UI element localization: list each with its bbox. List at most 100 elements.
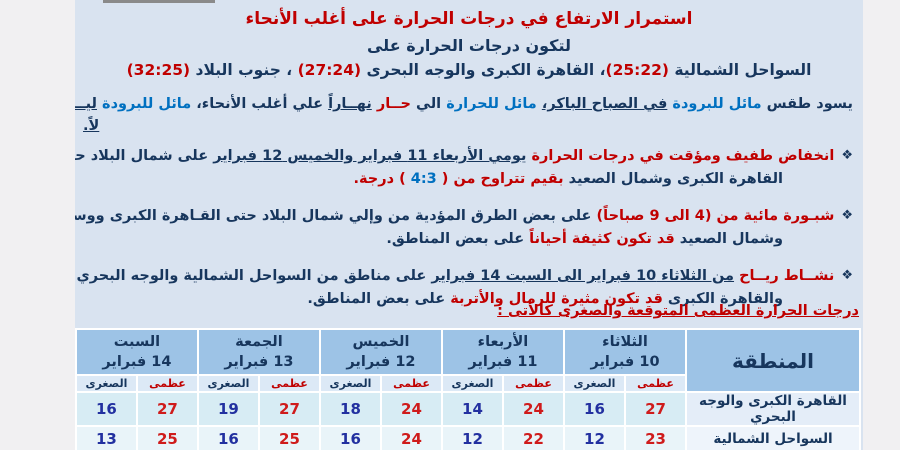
day-name: السبت <box>113 334 161 350</box>
bullet-diamond-icon: ❖ <box>841 208 853 223</box>
max-subheader: عظمى <box>379 374 443 393</box>
min-temp-cell: 16 <box>318 425 382 450</box>
day-header: الأربعاء 11 فبراير <box>440 328 565 376</box>
text-segment: السواحل الشمالية <box>669 61 812 79</box>
max-temp-cell: 22 <box>501 425 565 450</box>
text-segment: مائل للحرارة <box>441 96 537 112</box>
text-segment: على بعض الطرق المؤدية من وإلي شمال البلا… <box>75 208 592 224</box>
text-line: ❖ شبـورة مائية من (4 الى 9 صباحاً) على بع… <box>75 205 853 228</box>
region-name-cell: القاهرة الكبرى والوجه البحري <box>685 391 861 427</box>
text-segment: قد تكون مثيرة للرمال والأتربة <box>445 291 663 307</box>
text-segment: القاهرة الكبرى وشمال الصعيد <box>563 171 783 187</box>
text-segment: انخفاض طفيف ومؤقت في درجات الحرارة <box>526 148 835 164</box>
min-subheader: الصغرى <box>196 374 260 393</box>
max-temp-cell: 27 <box>624 391 687 427</box>
regional-temperature-summary: السواحل الشمالية (25:22)، القاهرة الكبرى… <box>75 58 863 83</box>
bullet-diamond-icon: ❖ <box>841 148 853 163</box>
day-header: الثلاثاء 10 فبراير <box>562 328 688 376</box>
max-temp-cell: 25 <box>135 425 199 450</box>
min-temp-cell: 18 <box>318 391 382 427</box>
min-subheader: الصغرى <box>75 374 138 393</box>
day-name: الخميس <box>352 334 410 350</box>
text-line: ❖ نشــاط ريــاح من الثلاثاء 10 فبراير الى… <box>76 265 853 288</box>
table-title: درجات الحرارة العظمى المتوقعة والصغرى كا… <box>497 303 859 319</box>
min-temp-cell: 16 <box>75 391 138 427</box>
top-edge-artifact <box>103 0 215 3</box>
min-subheader: الصغرى <box>562 374 627 393</box>
text-line: والقاهرة الكبرى قد تكون مثيرة للرمال وال… <box>83 288 853 310</box>
text-line: يسود طقس مائل للبرودة في الصباح الباكر، … <box>75 93 853 115</box>
bullet-diamond-icon: ❖ <box>841 268 853 283</box>
text-segment: على مناطق من السواحل الشمالية والوجه الب… <box>76 268 432 284</box>
max-temp-cell: 27 <box>135 391 199 427</box>
min-temp-cell: 12 <box>440 425 504 450</box>
p-general-weather: يسود طقس مائل للبرودة في الصباح الباكر، … <box>75 93 853 137</box>
text-segment: شبـورة مائية من (4 الى 9 صباحاً) <box>591 208 835 224</box>
text-segment: يومي الأربعاء 11 فبراير والخميس 12 فبراي… <box>213 148 527 164</box>
day-date: 10 فبراير <box>590 354 660 370</box>
max-temp-cell: 27 <box>257 391 321 427</box>
text-segment: وشمال الصعيد <box>674 231 783 247</box>
min-temp-cell: 13 <box>75 425 138 450</box>
headline-temperature-rise: استمرار الارتفاع في درجات الحرارة على أغ… <box>245 9 693 29</box>
min-subheader: الصغرى <box>318 374 382 393</box>
day-name: الجمعة <box>235 334 283 350</box>
text-segment: نهــاراً <box>328 96 372 112</box>
bulletin-header: استمرار الارتفاع في درجات الحرارة على أغ… <box>75 0 863 83</box>
text-segment: قد تكون كثيفة أحياناً <box>524 231 675 247</box>
subheadline-temperatures: لتكون درجات الحرارة على <box>366 36 572 55</box>
forecast-paragraphs: يسود طقس مائل للبرودة في الصباح الباكر، … <box>75 93 853 325</box>
text-line: وشمال الصعيد قد تكون كثيفة أحياناً على ب… <box>83 228 853 250</box>
table-row: السواحل الشمالية 23 12 22 12 24 16 25 16 25 13 <box>75 425 861 450</box>
day-name: الثلاثاء <box>602 334 648 350</box>
text-segment: ليـــ <box>75 96 97 112</box>
day-date: 12 فبراير <box>346 354 416 370</box>
text-line: ❖ انخفاض طفيف ومؤقت في درجات الحرارة يومي… <box>75 145 853 168</box>
text-segment: 4:3 <box>410 171 437 187</box>
min-temp-cell: 19 <box>196 391 260 427</box>
b-wind: ❖ نشــاط ريــاح من الثلاثاء 10 فبراير الى… <box>76 265 853 310</box>
text-segment: على بعض المناطق. <box>386 231 525 247</box>
b-fog: ❖ شبـورة مائية من (4 الى 9 صباحاً) على بع… <box>75 205 853 250</box>
region-name-cell: السواحل الشمالية <box>685 425 861 450</box>
text-segment: علي أغلب الأنحاء، <box>191 96 329 112</box>
text-segment: على شمال البلاد حتى <box>75 148 209 164</box>
text-segment: نشــاط ريــاح <box>734 268 835 284</box>
text-segment: ، جنوب البلاد <box>190 61 298 79</box>
text-segment: يسود طقس <box>761 96 853 112</box>
min-temp-cell: 14 <box>440 391 504 427</box>
min-subheader: الصغرى <box>440 374 504 393</box>
day-header: الخميس 12 فبراير <box>318 328 443 376</box>
temperature-forecast-table: المنطقة الثلاثاء 10 فبراير الأربعاء 11 فبرا… <box>75 328 861 450</box>
min-temp-cell: 16 <box>562 391 627 427</box>
text-segment: مائل للبرودة <box>97 96 192 112</box>
table-row: القاهرة الكبرى والوجه البحري 27 16 24 14 24 18… <box>75 391 861 427</box>
text-segment: لاً. <box>83 118 100 134</box>
text-segment: على بعض المناطق. <box>307 291 446 307</box>
text-line: القاهرة الكبرى وشمال الصعيد بقيم تتراوح … <box>83 168 853 190</box>
text-segment: ) درجة. <box>353 171 411 187</box>
max-subheader: عظمى <box>257 374 321 393</box>
min-temp-cell: 16 <box>196 425 260 450</box>
text-segment: (27:24) <box>297 61 362 79</box>
max-temp-cell: 24 <box>379 391 443 427</box>
day-date: 11 فبراير <box>468 354 538 370</box>
day-header: الجمعة 13 فبراير <box>196 328 321 376</box>
max-temp-cell: 24 <box>379 425 443 450</box>
text-segment: الي <box>411 96 442 112</box>
text-segment: والقاهرة الكبرى <box>662 291 783 307</box>
text-segment: حــار <box>371 96 411 112</box>
day-date: 14 فبراير <box>102 354 172 370</box>
max-temp-cell: 25 <box>257 425 321 450</box>
text-segment: في الصباح الباكر، <box>541 96 668 112</box>
text-line: لاً. <box>83 115 853 137</box>
day-name: الأربعاء <box>477 334 529 350</box>
day-date: 13 فبراير <box>224 354 294 370</box>
text-segment: بقيم تتراوح من ( <box>436 171 564 187</box>
max-subheader: عظمى <box>135 374 199 393</box>
max-subheader: عظمى <box>624 374 687 393</box>
text-segment: (25:22) <box>605 61 669 79</box>
max-subheader: عظمى <box>501 374 565 393</box>
max-temp-cell: 24 <box>501 391 565 427</box>
